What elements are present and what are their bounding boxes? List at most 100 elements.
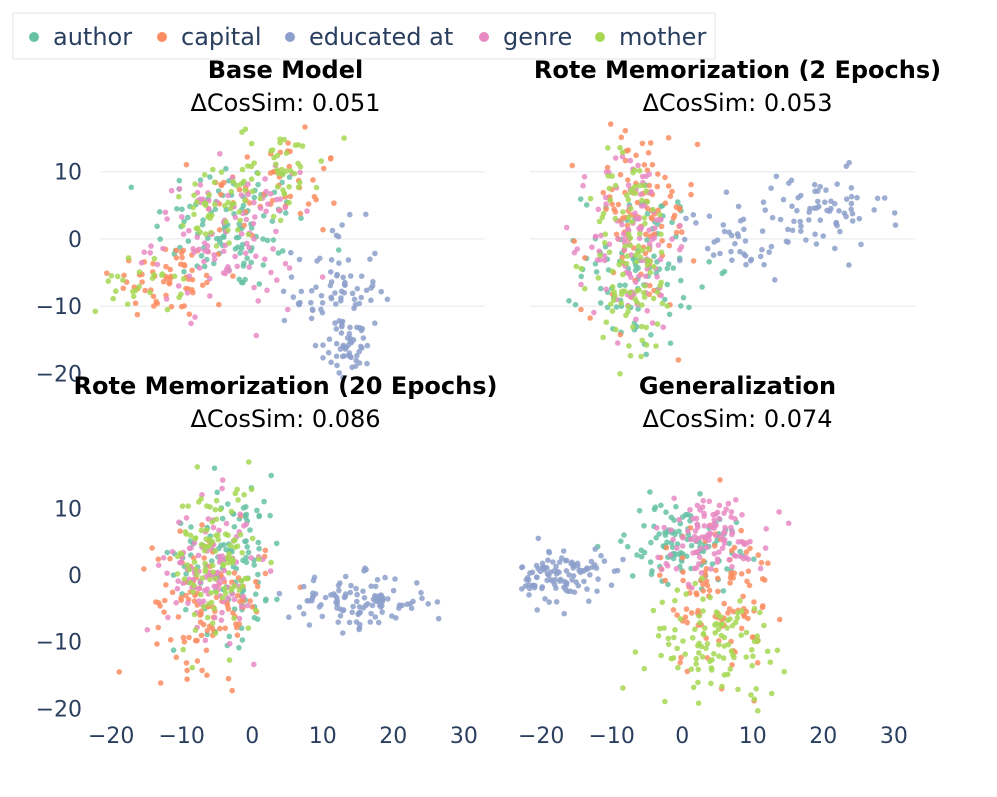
data-point-mother: [201, 603, 207, 610]
data-point-author: [635, 306, 641, 312]
data-point-mother: [751, 638, 758, 645]
data-point-educated-at: [815, 198, 821, 205]
data-point-mother: [174, 571, 181, 577]
legend-marker-educated-at[interactable]: [285, 32, 295, 42]
data-point-capital: [287, 193, 294, 200]
data-point-mother: [222, 531, 229, 537]
data-point-author: [669, 219, 675, 226]
data-point-mother: [781, 668, 787, 675]
data-point-genre: [196, 585, 203, 592]
data-point-mother: [235, 227, 241, 233]
data-point-mother: [606, 185, 613, 192]
data-point-genre: [244, 602, 251, 609]
legend-label-author[interactable]: author: [53, 23, 132, 51]
data-point-genre: [677, 222, 683, 229]
data-point-mother: [608, 301, 614, 308]
data-point-mother: [281, 190, 288, 197]
data-point-educated-at: [361, 595, 368, 601]
data-point-educated-at: [336, 587, 342, 594]
data-point-genre: [729, 529, 736, 536]
data-point-educated-at: [690, 212, 697, 218]
data-point-educated-at: [542, 596, 548, 602]
data-point-mother: [164, 306, 171, 313]
data-point-educated-at: [759, 246, 765, 253]
data-point-educated-at: [328, 295, 335, 302]
data-point-genre: [232, 214, 239, 221]
data-point-educated-at: [364, 342, 371, 349]
data-point-genre: [620, 231, 627, 237]
data-point-mother: [207, 504, 213, 510]
data-point-mother: [654, 321, 661, 327]
data-point-genre: [716, 549, 722, 555]
data-point-educated-at: [360, 588, 366, 594]
data-point-capital: [244, 154, 251, 160]
data-point-genre: [619, 221, 625, 228]
data-point-educated-at: [393, 615, 399, 621]
data-point-mother: [209, 562, 216, 569]
data-point-capital: [154, 641, 160, 647]
data-point-educated-at: [318, 602, 324, 608]
data-point-mother: [341, 135, 347, 141]
legend-label-mother[interactable]: mother: [619, 23, 706, 51]
data-point-genre: [711, 517, 717, 523]
legend-marker-mother[interactable]: [595, 32, 605, 42]
data-point-author: [251, 194, 258, 201]
legend-label-genre[interactable]: genre: [503, 23, 572, 51]
data-point-mother: [105, 278, 112, 284]
data-point-mother: [643, 342, 650, 348]
data-point-mother: [239, 129, 245, 135]
data-point-genre: [262, 176, 268, 182]
data-point-mother: [233, 182, 240, 189]
data-point-author: [578, 273, 584, 280]
data-point-genre: [240, 593, 247, 600]
data-point-educated-at: [367, 256, 373, 263]
data-point-genre: [696, 554, 703, 560]
data-point-mother: [299, 143, 306, 149]
data-point-educated-at: [335, 619, 342, 625]
data-point-genre: [251, 199, 257, 206]
data-point-educated-at: [841, 210, 848, 216]
data-point-mother: [761, 622, 767, 629]
data-point-mother: [277, 217, 284, 224]
data-point-genre: [250, 220, 257, 227]
data-point-capital: [204, 672, 210, 678]
data-point-educated-at: [811, 181, 818, 188]
data-point-author: [198, 253, 205, 259]
legend-label-educated-at[interactable]: educated at: [309, 23, 453, 51]
data-point-author: [262, 597, 269, 604]
data-point-genre: [164, 570, 170, 576]
data-point-genre: [238, 231, 245, 237]
data-point-genre: [694, 522, 701, 528]
data-point-mother: [245, 625, 252, 631]
data-point-author: [273, 540, 280, 547]
data-point-capital: [670, 607, 677, 613]
data-point-genre: [739, 512, 745, 518]
data-point-capital: [730, 608, 737, 615]
data-point-capital: [729, 547, 735, 554]
data-point-mother: [587, 195, 594, 202]
points: [563, 121, 899, 377]
data-point-mother: [704, 641, 711, 647]
data-point-mother: [113, 288, 119, 294]
legend-marker-author[interactable]: [29, 32, 39, 42]
data-point-mother: [202, 231, 209, 237]
data-point-genre: [245, 191, 251, 198]
data-point-educated-at: [312, 342, 319, 349]
data-point-author: [251, 562, 257, 568]
data-point-genre: [213, 583, 219, 590]
data-point-mother: [187, 532, 194, 539]
legend-marker-genre[interactable]: [479, 32, 489, 42]
data-point-educated-at: [338, 319, 345, 325]
data-point-mother: [183, 531, 189, 537]
legend-marker-capital[interactable]: [157, 32, 167, 42]
data-point-educated-at: [820, 233, 826, 239]
data-point-genre: [195, 552, 202, 559]
data-point-educated-at: [856, 215, 863, 222]
data-point-mother: [236, 209, 243, 215]
data-point-mother: [208, 599, 215, 606]
data-point-genre: [196, 246, 202, 253]
data-point-genre: [223, 520, 230, 527]
data-point-capital: [633, 152, 639, 159]
legend-label-capital[interactable]: capital: [181, 23, 262, 51]
data-point-educated-at: [519, 586, 525, 592]
